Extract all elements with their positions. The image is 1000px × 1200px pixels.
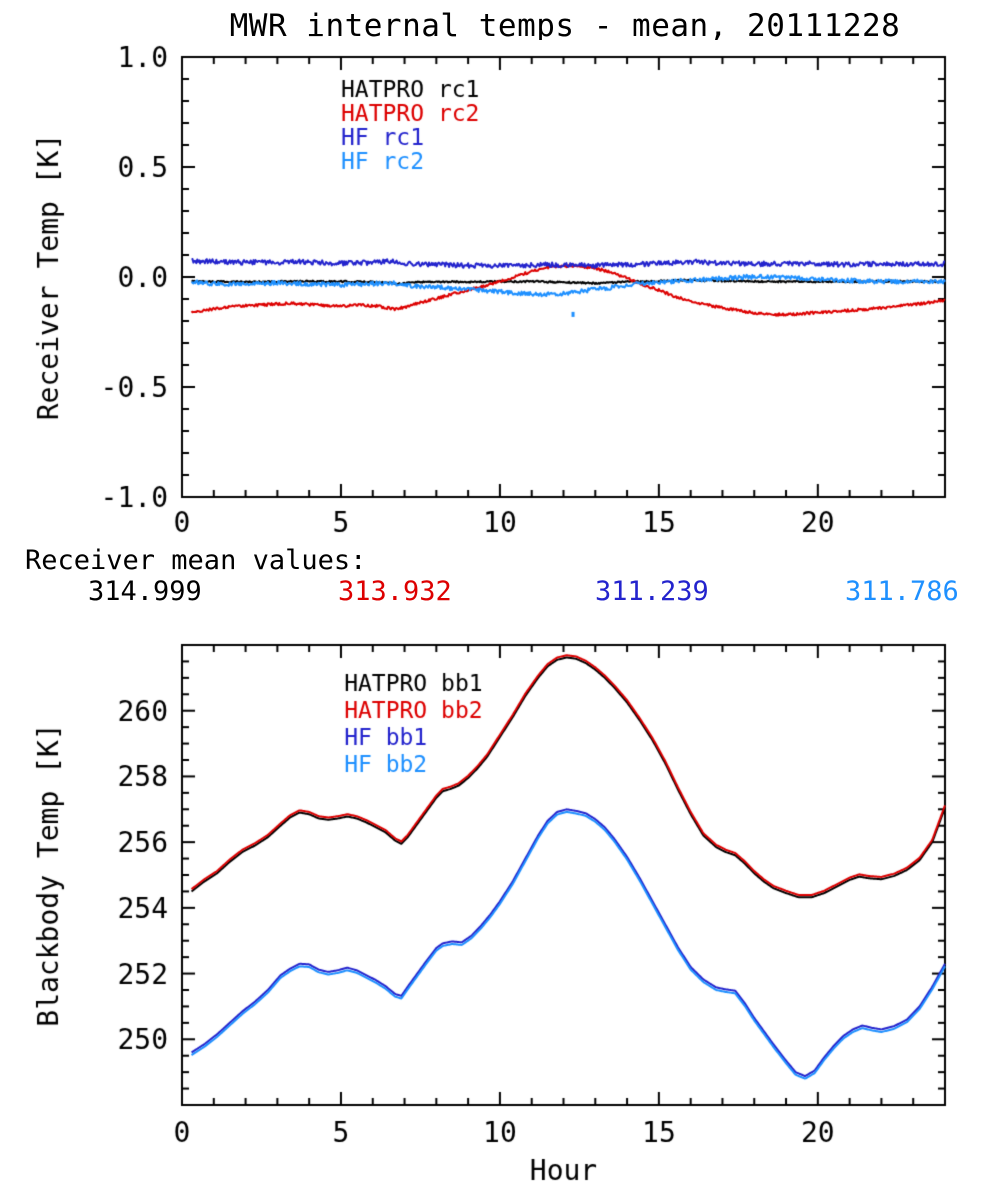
mean-value: 313.932 [338,576,452,607]
receiver-mean-values-label: Receiver mean values: [25,545,367,576]
blackbody-temp-chart [0,615,1000,1200]
mean-value: 311.239 [595,576,709,607]
mean-value: 314.999 [88,576,202,607]
receiver-mean-values-row: 314.999 313.932 311.239 311.786 [0,576,1000,610]
page-title: MWR internal temps - mean, 20111228 [229,8,901,44]
receiver-temp-chart [0,40,1000,560]
mean-value: 311.786 [845,576,959,607]
